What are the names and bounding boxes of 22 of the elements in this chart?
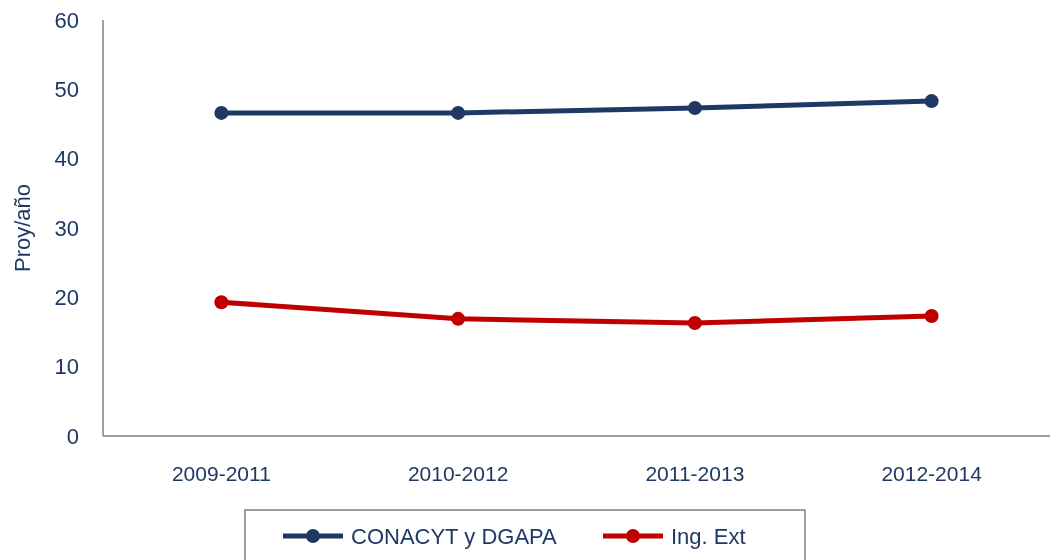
point	[924, 94, 939, 109]
y-tick-label: 30	[54, 215, 79, 241]
y-tick-label: 20	[54, 285, 79, 311]
point	[924, 309, 939, 324]
y-tick-label: 0	[66, 423, 79, 449]
x-tick-label: 2011-2013	[645, 462, 745, 485]
point	[451, 105, 466, 120]
point	[451, 311, 466, 326]
y-tick-label: 10	[54, 354, 79, 380]
point	[214, 295, 229, 310]
legend-label: CONACYT y DGAPA	[351, 523, 558, 549]
y-tick-label: 50	[54, 77, 79, 103]
y-tick-label: 60	[54, 7, 79, 33]
point	[687, 101, 702, 116]
point	[214, 105, 229, 120]
legend-label: Ing. Ext	[671, 523, 746, 549]
y-tick-label: 40	[54, 146, 79, 172]
point	[687, 315, 702, 330]
x-tick-label: 2012-2014	[881, 462, 983, 485]
y-axis-title: Proy/año	[10, 183, 35, 273]
x-tick-label: 2009-2011	[171, 462, 271, 485]
x-tick-label: 2010-2012	[407, 462, 509, 485]
